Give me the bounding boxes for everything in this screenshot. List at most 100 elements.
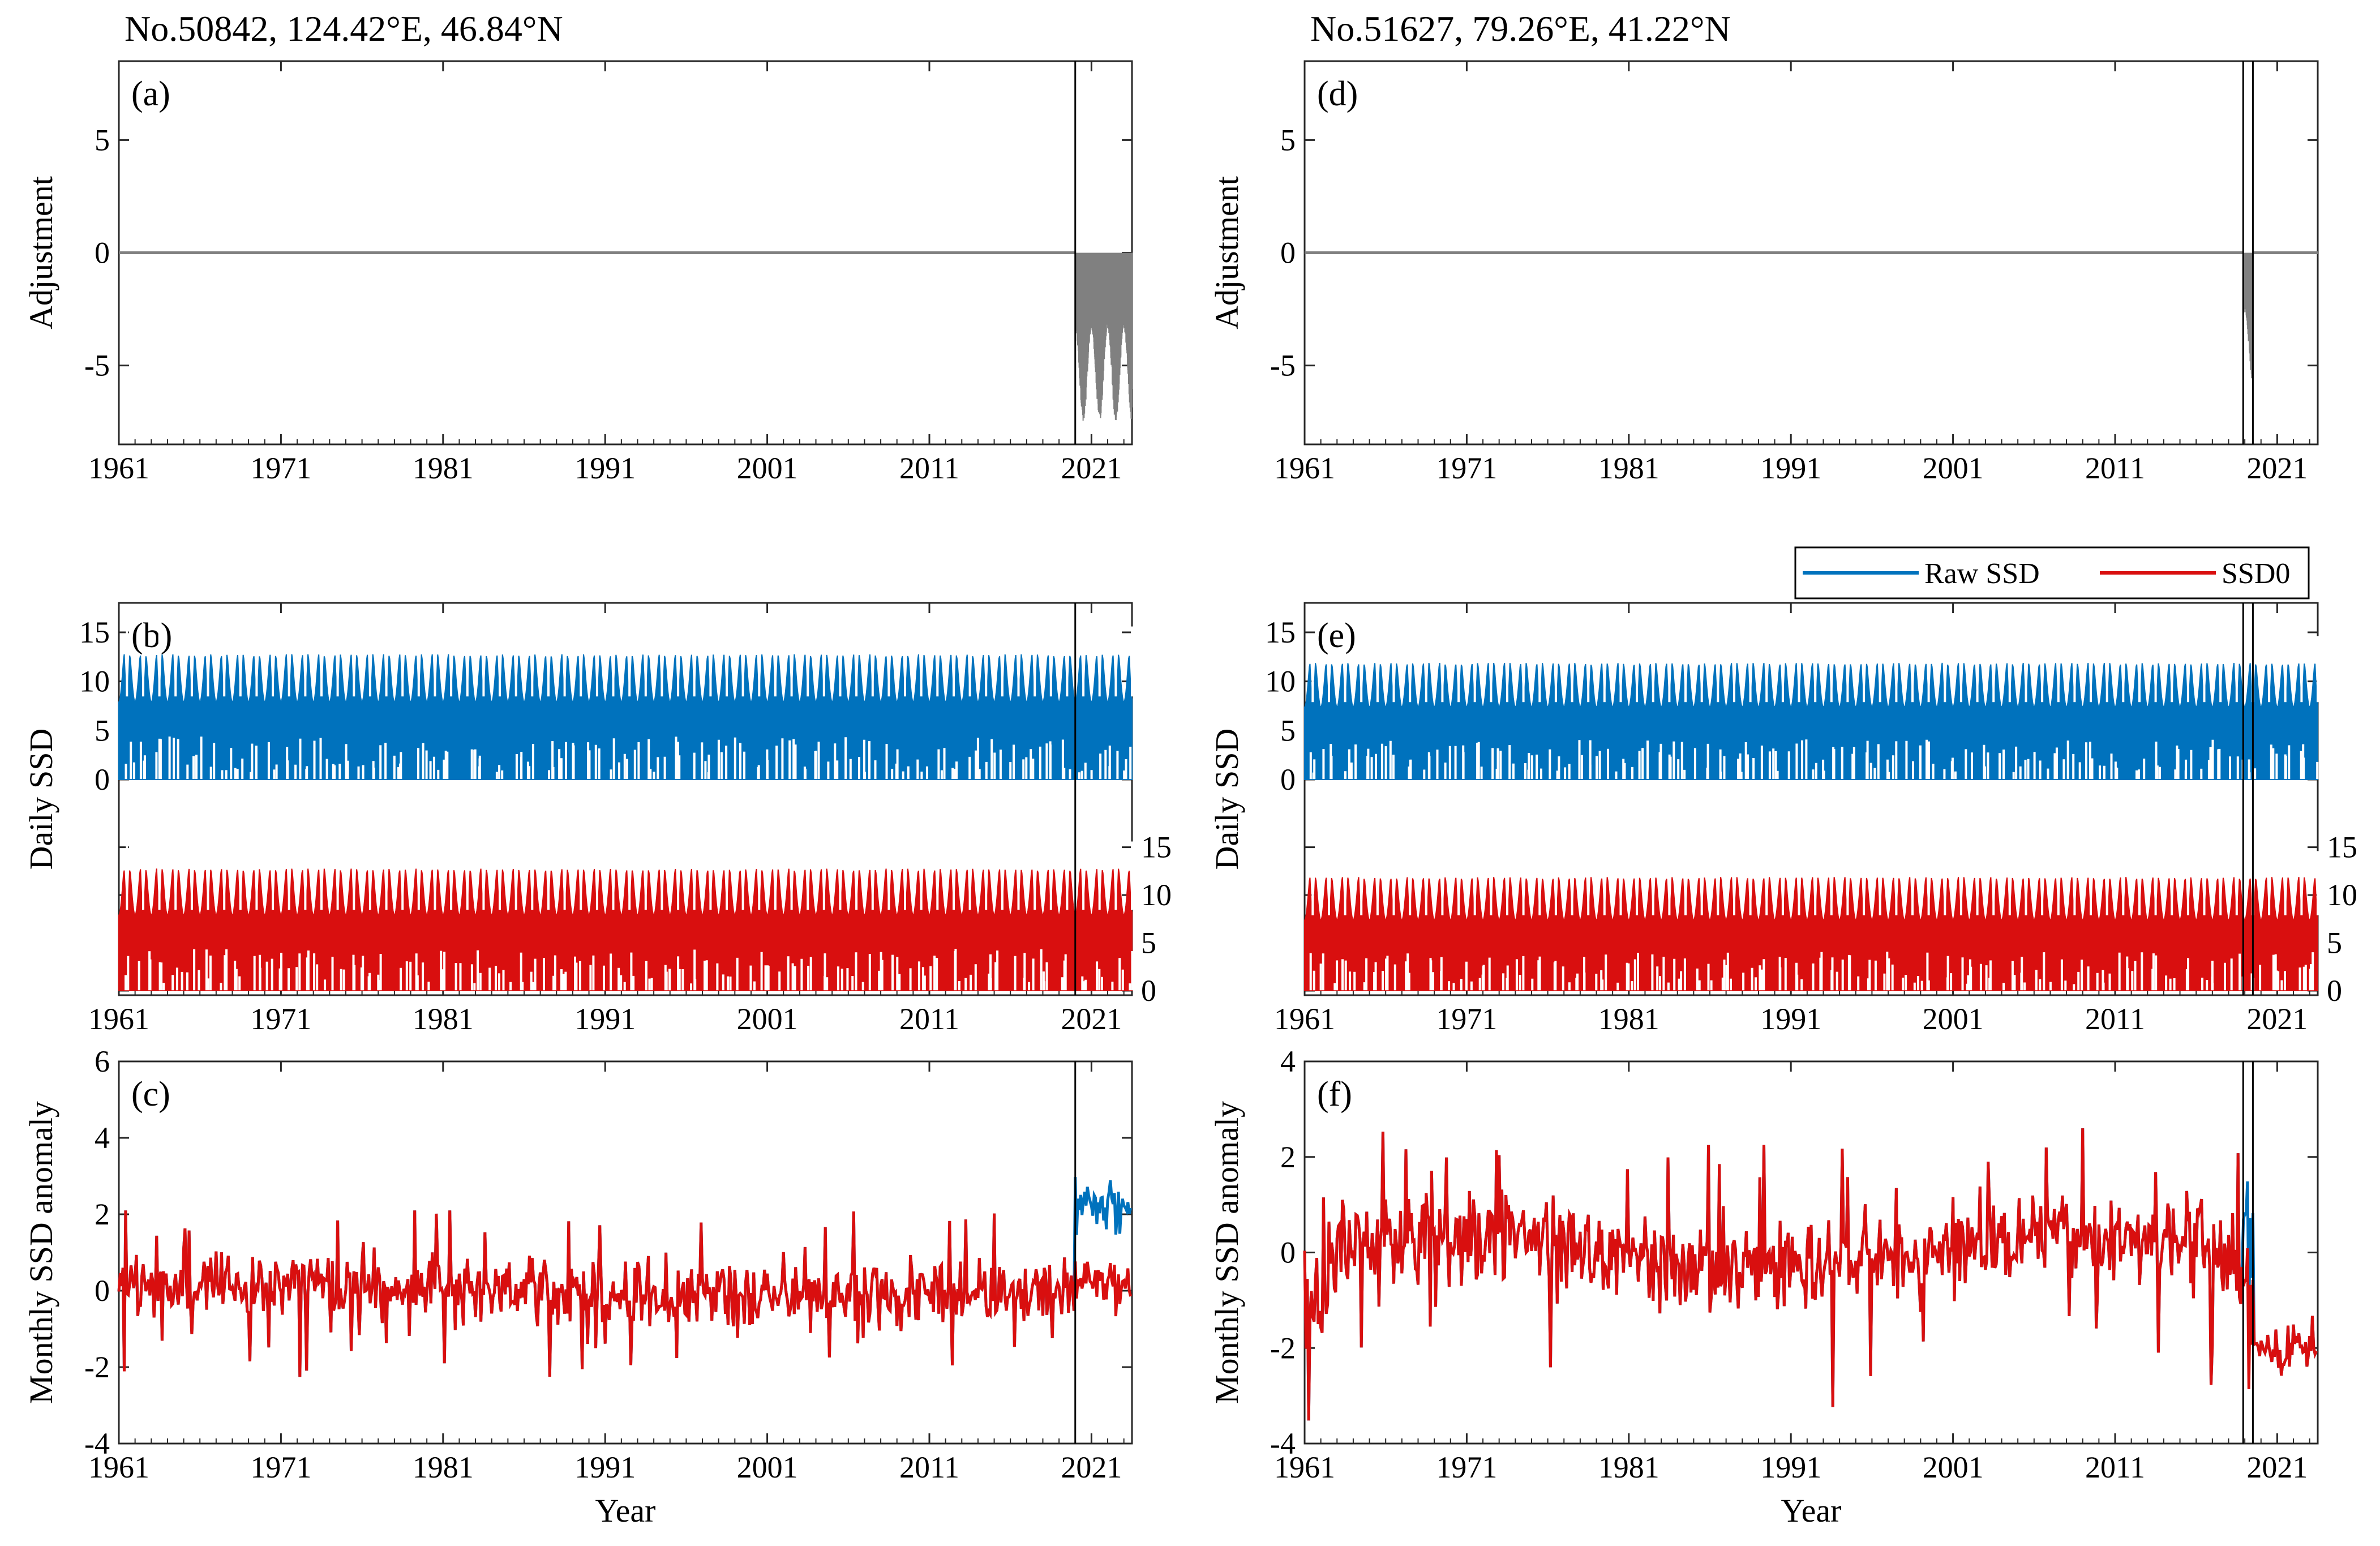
ssd0-daily-envelope xyxy=(1304,877,2318,991)
panel-label: (f) xyxy=(1317,1075,1352,1114)
x-tick-label: 2001 xyxy=(1923,1002,1984,1036)
x-tick-label: 2001 xyxy=(1923,1450,1984,1484)
x-tick-label: 1981 xyxy=(1598,1450,1659,1484)
plot-frame xyxy=(1303,602,2319,996)
x-tick-label: 1981 xyxy=(413,451,474,485)
x-tick-label: 2001 xyxy=(1923,451,1984,485)
x-axis-label: Year xyxy=(1781,1492,1842,1529)
x-tick-label: 2011 xyxy=(2085,1450,2145,1484)
x-tick-label: 1981 xyxy=(1598,451,1659,485)
y-tick-label: 10 xyxy=(79,665,110,699)
x-tick-label: 1971 xyxy=(1436,451,1497,485)
raw-ssd-daily-gaps xyxy=(125,626,1133,780)
y-tick-label: 4 xyxy=(95,1121,110,1155)
x-tick-label: 1971 xyxy=(250,1450,311,1484)
ssd0-monthly-series xyxy=(117,1210,1133,1377)
x-tick-label: 1971 xyxy=(1436,1002,1497,1036)
y-tick-label: 15 xyxy=(79,615,110,649)
x-tick-label: 2011 xyxy=(899,451,959,485)
y-tick-label: -4 xyxy=(84,1427,110,1461)
x-tick-label: 1971 xyxy=(1436,1450,1497,1484)
y-tick-label: -4 xyxy=(1270,1427,1296,1461)
raw-ssd-monthly-series xyxy=(1303,1128,2318,1421)
plot-frame xyxy=(118,1060,1133,1445)
x-tick-label: 1991 xyxy=(1760,451,1821,485)
x-tick-label: 2001 xyxy=(737,1450,798,1484)
y-tick-label: 0 xyxy=(1280,763,1296,796)
ssd0-daily-gaps xyxy=(125,841,1137,991)
x-tick-label: 1991 xyxy=(1760,1450,1821,1484)
x-tick-label: 2001 xyxy=(737,1002,798,1036)
raw-ssd-daily-envelope xyxy=(1304,662,2318,780)
x-tick-label: 1961 xyxy=(88,1450,149,1484)
x-tick-label: 1981 xyxy=(413,1002,474,1036)
y-tick-label: -5 xyxy=(1270,349,1296,383)
panel-b: 1961 1971 1981 1991 2001 2011 2021 (b) 0 5 10 15 0 5 1… xyxy=(23,602,1172,1036)
x-axis-label: Year xyxy=(595,1492,656,1529)
y-tick-label: 0 xyxy=(1280,1236,1296,1270)
y-tick-label: 0 xyxy=(95,763,110,796)
panel-label: (b) xyxy=(131,616,172,655)
y-tick-label: -2 xyxy=(1270,1331,1296,1365)
x-tick-label: 2001 xyxy=(737,451,798,485)
legend-ssd0-label: SSD0 xyxy=(2222,558,2290,590)
y-tick-label: 0 xyxy=(1280,236,1296,270)
x-tick-label: 1991 xyxy=(574,1450,636,1484)
x-tick-label: 1961 xyxy=(1274,1450,1335,1484)
y-tick-label: 2 xyxy=(1280,1140,1296,1174)
x-tick-label: 1971 xyxy=(250,451,311,485)
panel-d: 1961 1971 1981 1991 2001 2011 2021 (d) -5 0 5 Adjus… xyxy=(1208,60,2319,485)
legend: Raw SSD SSD0 xyxy=(1794,546,2310,599)
y-axis-label: Adjustment xyxy=(1208,176,1245,329)
y-tick-label: 0 xyxy=(95,1274,110,1308)
y-tick-label: 15 xyxy=(2327,830,2357,864)
x-tick-label: 1991 xyxy=(574,1002,636,1036)
ssd0-daily-envelope xyxy=(118,868,1133,991)
x-tick-label: 2021 xyxy=(1061,1450,1122,1484)
y-tick-label: 5 xyxy=(2327,926,2342,960)
x-tick-label: 2021 xyxy=(1061,451,1122,485)
adjustment-series xyxy=(1074,252,1133,421)
adjustment-series xyxy=(2242,252,2254,379)
station-title-right: No.51627, 79.26°E, 41.22°N xyxy=(1310,8,1731,49)
y-tick-label: 5 xyxy=(1280,713,1296,747)
y-tick-label: 6 xyxy=(95,1044,110,1078)
x-tick-label: 1961 xyxy=(1274,451,1335,485)
y-axis-label: Daily SSD xyxy=(1208,729,1245,870)
x-tick-label: 2011 xyxy=(2085,1002,2145,1036)
y-tick-label: -2 xyxy=(84,1350,110,1384)
panel-c: 1961 1971 1981 1991 2001 2011 2021 (c) -4 -2 0 2 4 6 M… xyxy=(23,1044,1133,1529)
x-tick-label: 1961 xyxy=(88,1002,149,1036)
y-tick-label: 10 xyxy=(2327,878,2357,912)
x-tick-label: 1991 xyxy=(574,451,636,485)
station-title-left: No.50842, 124.42°E, 46.84°N xyxy=(125,8,563,49)
panel-f: 1961 1971 1981 1991 2001 2011 2021 (f) -4 -2 0 2 4 Mo… xyxy=(1208,1044,2319,1529)
x-tick-label: 2011 xyxy=(2085,451,2145,485)
y-tick-label: 5 xyxy=(1280,123,1296,157)
ssd0-daily-gaps xyxy=(1309,851,2319,991)
x-tick-label: 1981 xyxy=(413,1450,474,1484)
panel-e: 1961 1971 1981 1991 2001 2011 2021 (e) 0 5 10 15 0 5 1… xyxy=(1208,602,2357,1036)
panel-label: (a) xyxy=(131,75,170,113)
y-tick-label: 2 xyxy=(95,1197,110,1231)
y-axis-label: Adjustment xyxy=(23,176,59,329)
x-tick-label: 2021 xyxy=(2246,451,2308,485)
y-tick-label: 0 xyxy=(95,236,110,270)
ssd0-monthly-series xyxy=(1303,1128,2318,1421)
x-tick-label: 2011 xyxy=(899,1450,959,1484)
x-tick-label: 2011 xyxy=(899,1002,959,1036)
panel-label: (d) xyxy=(1317,75,1358,113)
y-tick-label: 10 xyxy=(1141,878,1172,912)
x-tick-label: 1961 xyxy=(88,451,149,485)
panel-label: (c) xyxy=(131,1075,170,1114)
x-tick-label: 2021 xyxy=(2246,1002,2308,1036)
y-tick-label: 0 xyxy=(2327,974,2342,1008)
panel-a: 1961 1971 1981 1991 2001 2011 2021 (a) -5 0 5 Adjus… xyxy=(23,60,1133,485)
y-tick-label: 5 xyxy=(1141,926,1156,960)
y-tick-label: 15 xyxy=(1265,615,1296,649)
x-tick-label: 1991 xyxy=(1760,1002,1821,1036)
x-tick-label: 2021 xyxy=(2246,1450,2308,1484)
raw-ssd-daily-gaps xyxy=(1309,636,2326,780)
y-tick-label: 5 xyxy=(95,713,110,747)
y-tick-label: -5 xyxy=(84,349,110,383)
